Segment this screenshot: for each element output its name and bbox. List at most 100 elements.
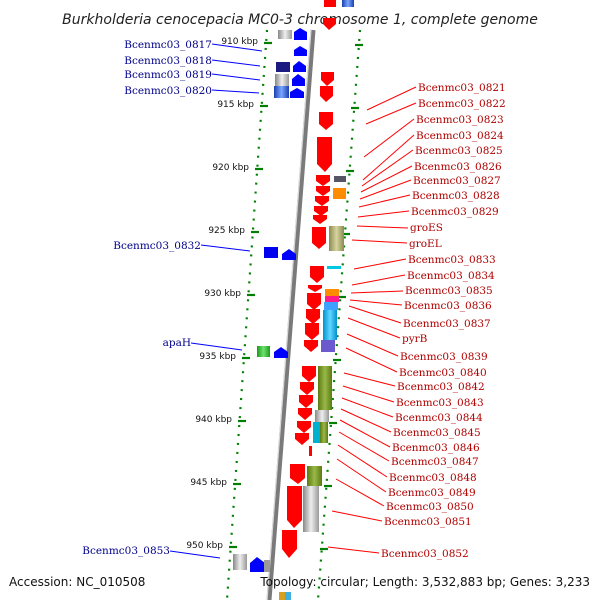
- gene-label: Bcenmc03_0833: [408, 254, 496, 266]
- gene-arrow: [317, 137, 332, 172]
- gene-block: [334, 176, 346, 182]
- gene-block: [275, 74, 289, 86]
- gene-arrow: [282, 530, 297, 558]
- gene-block: [285, 592, 291, 600]
- gene-block: [274, 86, 289, 98]
- gene-label: Bcenmc03_0826: [414, 161, 502, 173]
- leader-line: [339, 419, 391, 448]
- leader-line: [340, 408, 392, 433]
- left-gene-track: [233, 28, 307, 600]
- gene-label: Bcenmc03_0850: [386, 501, 474, 513]
- leader-line: [356, 225, 409, 229]
- gene-block: [279, 592, 285, 600]
- gene-block: [324, 0, 336, 7]
- gene-label: Bcenmc03_0849: [388, 487, 476, 499]
- leader-line: [169, 550, 221, 559]
- gene-arrow: [313, 215, 327, 224]
- gene-arrow: [302, 366, 316, 382]
- tick-label: 925 kbp: [208, 226, 245, 236]
- right-labels: Bcenmc03_0821 Bcenmc03_0822 Bcenmc03_082…: [327, 82, 506, 560]
- gene-arrow: [307, 293, 321, 310]
- gene-label: Bcenmc03_0819: [124, 69, 212, 81]
- gene-label: Bcenmc03_0825: [415, 145, 503, 157]
- leader-line: [338, 431, 390, 462]
- gene-arrow: [319, 112, 333, 130]
- gene-label: Bcenmc03_0836: [404, 300, 492, 312]
- leader-line: [190, 342, 243, 351]
- gene-label: Bcenmc03_0832: [113, 240, 201, 252]
- right-tick-dashes: [320, 43, 363, 551]
- gene-label: Bcenmc03_0828: [412, 190, 500, 202]
- gene-block: [276, 62, 290, 72]
- gene-arrow: [274, 347, 288, 358]
- gene-label: Bcenmc03_0840: [399, 367, 487, 379]
- leader-line: [337, 444, 388, 478]
- leader-line: [359, 179, 412, 200]
- tick-label: 945 kbp: [190, 478, 227, 488]
- gene-block: [325, 296, 339, 302]
- leader-line: [360, 165, 413, 193]
- gene-label: Bcenmc03_0823: [416, 114, 504, 126]
- gene-block: [315, 410, 329, 422]
- gene-label: Bcenmc03_0853: [82, 545, 170, 557]
- leader-line: [345, 347, 398, 373]
- gene-block: [320, 422, 328, 443]
- leader-line: [365, 102, 417, 125]
- gene-arrow: [295, 433, 309, 445]
- leader-line: [211, 43, 263, 52]
- tick-label: 935 kbp: [199, 352, 236, 362]
- gene-block: [323, 310, 337, 340]
- gene-label: Bcenmc03_0822: [418, 98, 506, 110]
- gene-label: groEL: [409, 238, 442, 250]
- gene-block: [233, 554, 247, 570]
- topology-text: Topology: circular; Length: 3,532,883 bp…: [259, 575, 590, 589]
- leader-line: [346, 333, 399, 357]
- leader-line: [200, 244, 251, 252]
- gene-label: groES: [410, 222, 443, 234]
- leader-line: [353, 258, 407, 270]
- gene-block: [318, 366, 332, 410]
- gene-arrow: [305, 323, 319, 340]
- gene-label: pyrB: [402, 333, 428, 345]
- gene-label: Bcenmc03_0843: [396, 397, 484, 409]
- gene-arrow: [306, 309, 320, 324]
- gene-label: Bcenmc03_0818: [124, 55, 212, 67]
- gene-label: Bcenmc03_0848: [389, 472, 477, 484]
- leader-line: [366, 86, 417, 111]
- gene-block: [257, 346, 270, 357]
- leader-line: [343, 372, 396, 387]
- left-labels: Bcenmc03_0817 Bcenmc03_0818 Bcenmc03_081…: [82, 39, 263, 559]
- leader-line: [358, 194, 411, 208]
- kbp-ticks: 910 kbp 915 kbp 920 kbp 925 kbp 930 kbp …: [186, 37, 272, 551]
- gene-label: Bcenmc03_0834: [407, 270, 495, 282]
- gene-block: [264, 560, 270, 572]
- tick-label: 910 kbp: [221, 37, 258, 47]
- leader-line: [211, 89, 260, 94]
- tick-label: 920 kbp: [212, 163, 249, 173]
- gene-arrow: [299, 395, 313, 408]
- gene-label: Bcenmc03_0852: [381, 548, 469, 560]
- gene-arrow: [304, 340, 318, 352]
- genome-backbone: [266, 29, 316, 600]
- gene-arrow: [321, 72, 334, 86]
- tick-label: 915 kbp: [217, 100, 254, 110]
- gene-arrow: [320, 86, 333, 102]
- genome-backbone-highlight: [266, 29, 312, 600]
- right-gene-track: [282, 0, 354, 558]
- gene-label: Bcenmc03_0837: [403, 318, 491, 330]
- leader-line: [349, 299, 403, 306]
- gene-label: Bcenmc03_0839: [400, 351, 488, 363]
- gene-arrow: [292, 74, 305, 86]
- gene-label: Bcenmc03_0820: [124, 85, 212, 97]
- gene-arrow: [293, 61, 306, 72]
- gene-arrow: [250, 557, 265, 572]
- gene-block: [307, 466, 322, 486]
- leader-line: [342, 385, 395, 403]
- leader-line: [351, 239, 408, 244]
- gene-block: [329, 226, 344, 251]
- gene-arrow: [314, 206, 328, 216]
- gene-block: [321, 340, 335, 352]
- gene-label: Bcenmc03_0827: [413, 175, 501, 187]
